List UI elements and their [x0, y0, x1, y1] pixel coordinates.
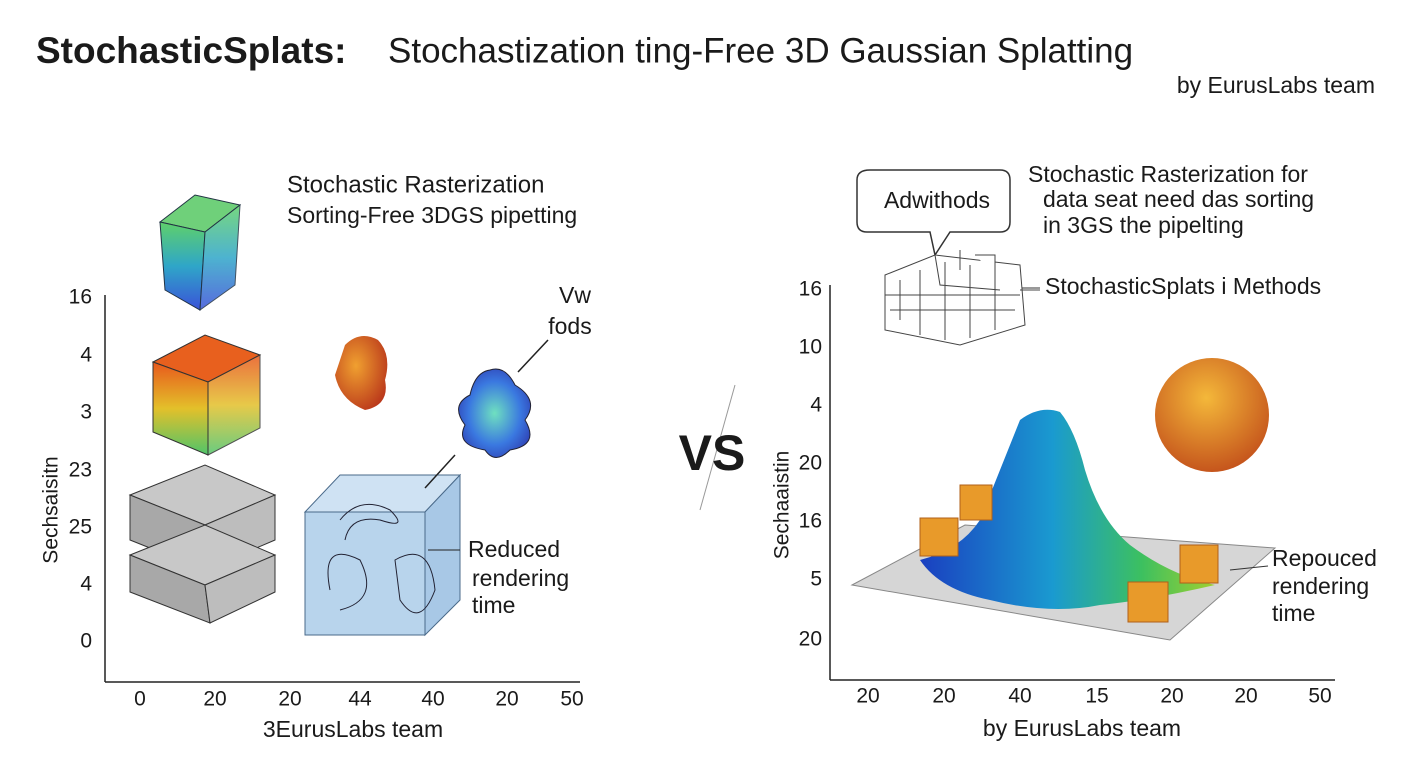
heading: Stochastic Rasterization for — [1028, 161, 1308, 187]
methods-label: StochasticSplats i Methods — [1045, 273, 1321, 299]
x-tick-label: 0 — [134, 688, 146, 711]
x-axis-title: by EurusLabs team — [983, 715, 1181, 741]
y-tick-label: 0 — [80, 630, 92, 653]
illustration — [128, 194, 549, 637]
heading: Stochastic Rasterization — [287, 171, 544, 198]
y-tick-label: 23 — [69, 459, 92, 482]
y-tick-label: 5 — [810, 568, 822, 591]
y-tick-label: 20 — [799, 452, 822, 475]
y-tick-label: 3 — [80, 401, 92, 424]
y-tick-label: 4 — [80, 573, 92, 596]
annotation: Repouced — [1272, 545, 1377, 571]
callout: Vw — [559, 282, 591, 308]
speech-bubble — [856, 169, 1011, 257]
heading: in 3GS the pipelting — [1043, 212, 1244, 238]
byline: by EurusLabs team — [1177, 72, 1375, 98]
x-tick-label: 20 — [495, 688, 518, 711]
y-tick-label: 16 — [799, 510, 822, 533]
divider-line — [699, 384, 736, 511]
x-tick-label: 40 — [1008, 685, 1031, 708]
x-tick-label: 44 — [348, 688, 372, 711]
annotation: time — [1272, 600, 1315, 626]
y-tick-label: 20 — [799, 628, 822, 651]
divider: VS — [679, 425, 746, 481]
illustration — [850, 250, 1277, 641]
x-tick-label: 20 — [856, 685, 879, 708]
y-axis-title: Sechsaisitn — [40, 456, 63, 563]
y-tick-label: 10 — [799, 336, 822, 359]
y-axis-title: Sechaaistin — [771, 451, 794, 560]
annotation: rendering — [1272, 573, 1369, 599]
bubble-text: Adwithods — [884, 187, 990, 213]
y-tick-label: 25 — [69, 516, 92, 539]
x-tick-label: 50 — [1308, 685, 1331, 708]
y-tick-label: 4 — [810, 394, 822, 417]
x-tick-label: 20 — [1160, 685, 1183, 708]
annotation: rendering — [472, 565, 569, 591]
title: Stochastization ting-Free 3D Gaussian Sp… — [388, 31, 1133, 70]
heading: Sorting-Free 3DGS pipetting — [287, 202, 577, 228]
heading: data seat need das sorting — [1043, 186, 1314, 212]
annotation: time — [472, 592, 515, 618]
x-tick-label: 40 — [421, 688, 444, 711]
title-bold: StochasticSplats: — [36, 30, 346, 71]
x-tick-label: 20 — [278, 688, 301, 711]
x-tick-label: 20 — [932, 685, 955, 708]
annotation: Reduced — [468, 536, 560, 562]
x-axis-title: 3EurusLabs team — [263, 716, 443, 742]
y-tick-label: 4 — [80, 344, 92, 367]
x-tick-label: 15 — [1085, 685, 1108, 708]
callout: fods — [548, 313, 591, 339]
x-tick-label: 20 — [203, 688, 226, 711]
x-tick-label: 50 — [560, 688, 583, 711]
y-tick-label: 16 — [69, 286, 92, 309]
y-tick-label: 16 — [799, 278, 822, 301]
x-tick-label: 20 — [1234, 685, 1257, 708]
